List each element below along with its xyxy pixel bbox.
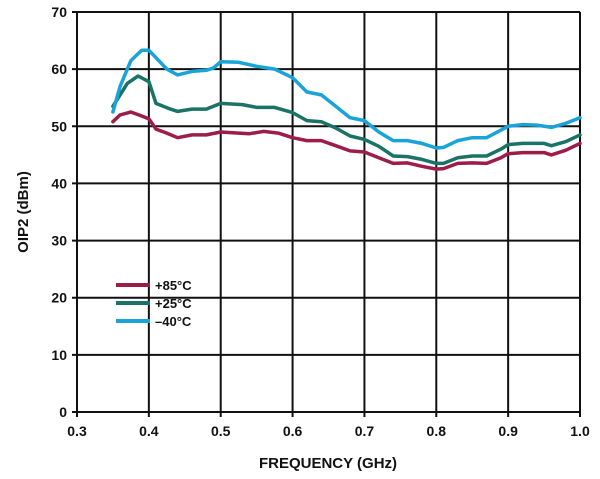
legend-label: +25°C — [155, 296, 192, 311]
series-line-2 — [111, 48, 582, 150]
y-tick-label: 0 — [59, 404, 67, 420]
y-tick-label: 20 — [51, 290, 67, 306]
x-tick-label: 1.0 — [570, 423, 590, 439]
x-tick-label: 0.9 — [498, 423, 518, 439]
x-tick-labels: 0.3 0.4 0.5 0.6 0.7 0.8 0.9 1.0 — [67, 423, 590, 439]
x-tick-label: 0.3 — [67, 423, 87, 439]
x-tick-label: 0.7 — [355, 423, 375, 439]
legend-label: –40°C — [155, 314, 192, 329]
series-line-1 — [111, 74, 582, 166]
series-lines — [111, 48, 582, 171]
series-line-0 — [111, 110, 582, 171]
x-axis-label: FREQUENCY (GHz) — [259, 455, 397, 472]
y-tick-labels: 0 10 20 30 40 50 60 70 — [51, 4, 67, 420]
y-tick-label: 10 — [51, 347, 67, 363]
x-tick-label: 0.5 — [211, 423, 231, 439]
x-tick-label: 0.4 — [139, 423, 159, 439]
legend: +85°C +25°C –40°C — [116, 278, 192, 329]
y-tick-label: 30 — [51, 233, 67, 249]
y-axis-label: OIP2 (dBm) — [15, 171, 32, 253]
x-tick-label: 0.8 — [427, 423, 447, 439]
y-tick-label: 40 — [51, 175, 67, 191]
y-tick-label: 70 — [51, 4, 67, 20]
x-tick-label: 0.6 — [283, 423, 303, 439]
legend-label: +85°C — [155, 278, 192, 293]
y-tick-label: 50 — [51, 118, 67, 134]
y-tick-label: 60 — [51, 61, 67, 77]
grid — [72, 11, 581, 417]
